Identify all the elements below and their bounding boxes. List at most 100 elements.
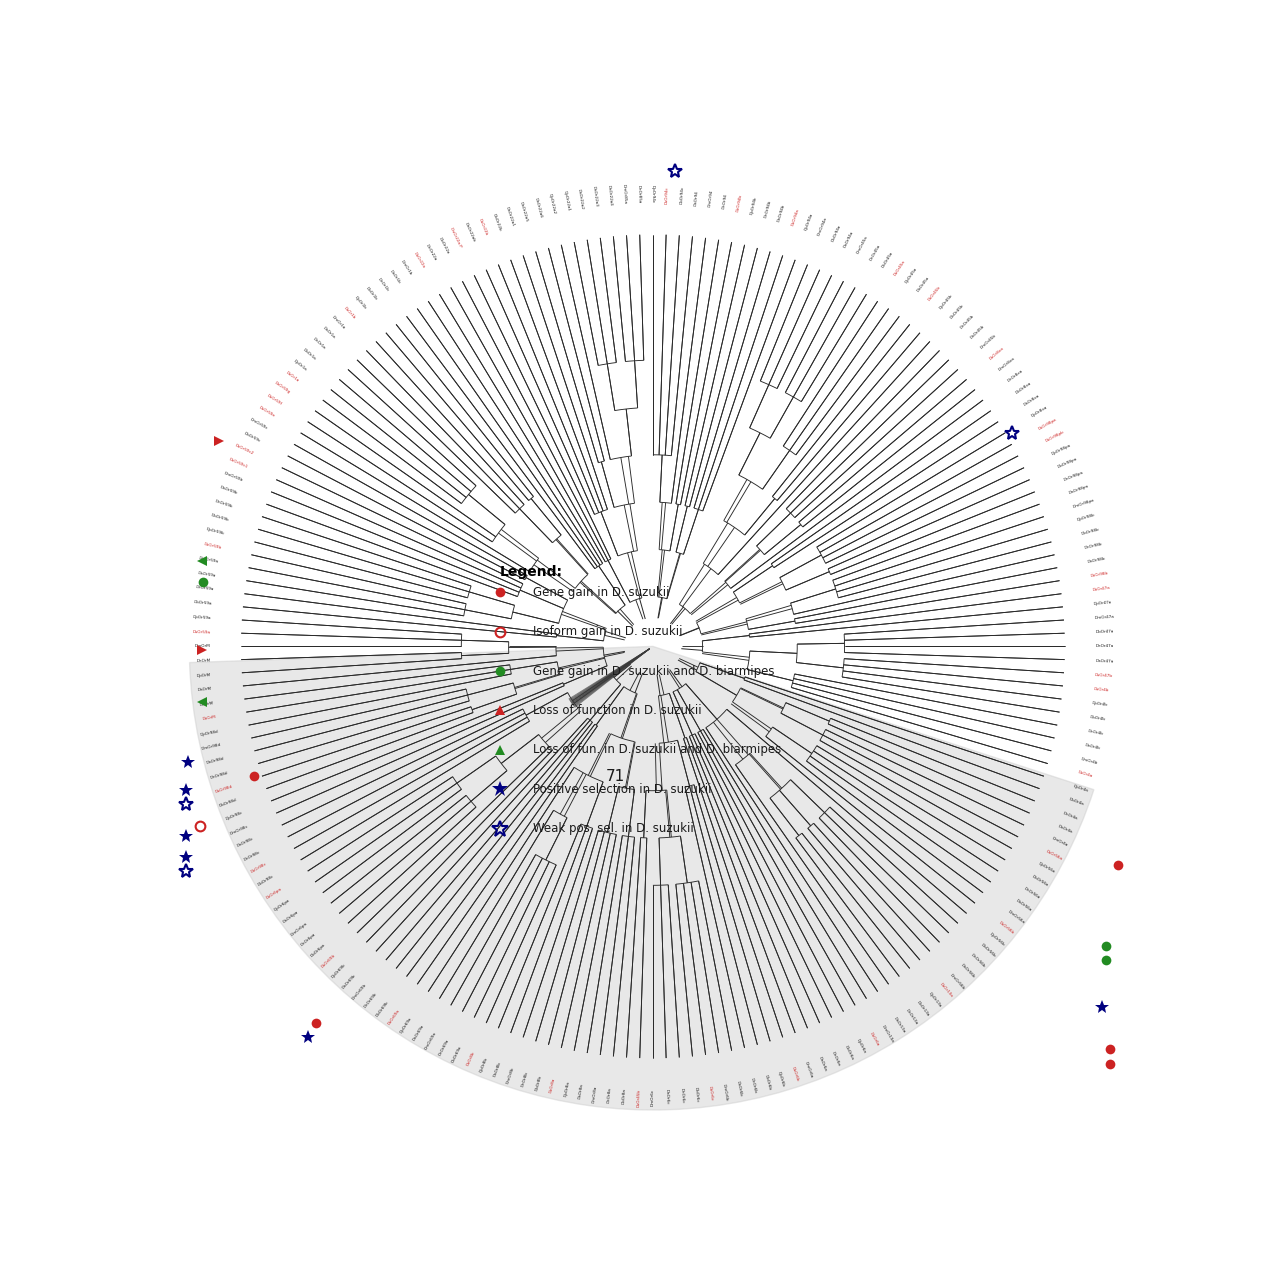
- Text: DaOr8xa: DaOr8xa: [1023, 393, 1041, 407]
- Text: DaOr94a: DaOr94a: [843, 230, 855, 248]
- Text: DeOr47a: DeOr47a: [1096, 644, 1113, 649]
- Text: DpOrM: DpOrM: [196, 673, 211, 677]
- Text: DaOr98d: DaOr98d: [206, 756, 225, 765]
- Text: DsOr69b: DsOr69b: [320, 954, 336, 969]
- Text: DbOr56b: DbOr56b: [980, 942, 996, 959]
- Text: DaOr69b: DaOr69b: [341, 973, 357, 989]
- Text: DpOr94c: DpOr94c: [651, 186, 655, 204]
- Text: DsOr6c: DsOr6c: [707, 1085, 713, 1101]
- Text: DpOr1a: DpOr1a: [293, 358, 308, 371]
- Text: DaOr22a4: DaOr22a4: [606, 184, 613, 206]
- Text: DbOr8xa: DbOr8xa: [1015, 381, 1032, 394]
- Text: DeOr4b: DeOr4b: [1087, 730, 1103, 736]
- Text: DbOr59b: DbOr59b: [210, 513, 229, 522]
- Text: DmOr45a: DmOr45a: [856, 236, 869, 255]
- Text: DpOr59a: DpOr59a: [192, 614, 211, 620]
- Text: DsOr59c2: DsOr59c2: [234, 444, 255, 456]
- Text: DpOr59b: DpOr59b: [206, 527, 225, 536]
- Text: DsOr59e: DsOr59e: [257, 406, 275, 419]
- Text: DmOr8xa: DmOr8xa: [998, 356, 1015, 371]
- Text: DbOr13a: DbOr13a: [916, 1000, 930, 1018]
- Text: DmOr85a: DmOr85a: [622, 184, 627, 205]
- Text: DaOr8b: DaOr8b: [493, 1061, 502, 1078]
- Text: DsOr98pa: DsOr98pa: [1038, 417, 1057, 431]
- Text: DbOr45a: DbOr45a: [880, 251, 894, 269]
- Text: DmOr6b: DmOr6b: [721, 1083, 729, 1101]
- Text: DpOr69a: DpOr69a: [400, 1016, 413, 1034]
- Text: DeOr56a: DeOr56a: [1023, 886, 1041, 900]
- Text: DmOr56a: DmOr56a: [1006, 910, 1026, 925]
- Text: DsOr6b: DsOr6b: [791, 1066, 799, 1082]
- Text: DpOr45b: DpOr45b: [939, 293, 953, 311]
- Text: DbOr4a: DbOr4a: [1068, 797, 1084, 806]
- Text: DbOr59c: DbOr59c: [243, 431, 261, 443]
- Text: DmOr1b: DmOr1b: [400, 260, 413, 276]
- Text: DaOr56b: DaOr56b: [959, 963, 976, 979]
- Text: DmOr98d: DmOr98d: [201, 742, 222, 751]
- Text: DaOr22a3: DaOr22a3: [591, 186, 599, 207]
- Text: DmOr56b: DmOr56b: [949, 973, 966, 991]
- Text: DeOr69b: DeOr69b: [363, 992, 378, 1009]
- Text: DeOr8b: DeOr8b: [521, 1070, 529, 1087]
- Text: Isoform gain in D. suzukii: Isoform gain in D. suzukii: [533, 625, 682, 639]
- Text: Loss of fun. in D. suzukii and D. biarmipes: Loss of fun. in D. suzukii and D. biarmi…: [533, 744, 781, 756]
- Text: DmOr6c: DmOr6c: [651, 1089, 655, 1106]
- Text: DeOr6c: DeOr6c: [679, 1088, 684, 1105]
- Text: DaOr4a: DaOr4a: [1057, 824, 1073, 833]
- Text: DpOr69b: DpOr69b: [330, 963, 347, 979]
- Text: DeOr8a: DeOr8a: [606, 1087, 613, 1103]
- Text: DpOr98c: DpOr98c: [224, 810, 243, 822]
- Text: DaOr45b: DaOr45b: [970, 324, 986, 339]
- Text: DmOr4b: DmOr4b: [1080, 756, 1098, 765]
- Text: DsOr59c1: DsOr59c1: [228, 457, 248, 468]
- Text: Gene gain in D. suzukii and D. biarmipes: Gene gain in D. suzukii and D. biarmipes: [533, 664, 775, 677]
- Text: DbOr6a: DbOr6a: [843, 1044, 854, 1061]
- Text: DbOr56a: DbOr56a: [1031, 874, 1049, 887]
- Text: DmOr59b: DmOr59b: [223, 471, 243, 483]
- Text: DeOr98d: DeOr98d: [210, 771, 229, 780]
- Text: DmOr98c: DmOr98c: [229, 824, 248, 836]
- Text: DsOr22a: DsOr22a: [413, 251, 426, 269]
- Text: DeOrM: DeOrM: [196, 659, 210, 663]
- Text: DeOr1a: DeOr1a: [312, 337, 326, 351]
- Text: DpOr98b: DpOr98b: [1077, 513, 1096, 522]
- Text: DeOr59a: DeOr59a: [195, 585, 214, 591]
- Text: DeOr6a: DeOr6a: [831, 1051, 841, 1066]
- Text: DsOrM: DsOrM: [201, 716, 217, 721]
- Text: DpOr13a: DpOr13a: [927, 992, 941, 1009]
- Text: DeOr69a: DeOr69a: [438, 1038, 450, 1056]
- Text: DpOr8b: DpOr8b: [479, 1056, 488, 1073]
- Text: DeOr85a: DeOr85a: [636, 186, 641, 204]
- Text: DsOr69a: DsOr69a: [387, 1009, 401, 1025]
- Text: DaOr6pa: DaOr6pa: [282, 910, 299, 924]
- Text: DsOr56a: DsOr56a: [1045, 850, 1063, 861]
- Text: Legend:: Legend:: [501, 566, 563, 580]
- Text: DpOr56a: DpOr56a: [1038, 861, 1056, 874]
- Text: DmOr1a: DmOr1a: [331, 315, 347, 330]
- Text: DpOr56b: DpOr56b: [989, 932, 1005, 947]
- Text: DbOr47a: DbOr47a: [1096, 630, 1113, 634]
- Text: DmOr6pa: DmOr6pa: [289, 922, 308, 937]
- Text: DsOr56b: DsOr56b: [998, 922, 1014, 936]
- Text: DpOr98pa: DpOr98pa: [1051, 443, 1071, 456]
- Text: DmOr47a: DmOr47a: [1094, 614, 1115, 620]
- Text: DeOr6pa: DeOr6pa: [301, 932, 317, 947]
- Text: DsOr47a: DsOr47a: [1092, 585, 1110, 591]
- Text: DeOr8xa: DeOr8xa: [1006, 369, 1024, 383]
- Text: DmOr6a: DmOr6a: [804, 1061, 814, 1079]
- Text: DmOr69b: DmOr69b: [352, 982, 367, 1000]
- Text: DpOr6b: DpOr6b: [777, 1070, 785, 1087]
- Text: DaOr13a: DaOr13a: [893, 1016, 906, 1034]
- Text: DeOr94b: DeOr94b: [763, 200, 772, 219]
- Text: DmOr59a: DmOr59a: [199, 556, 219, 563]
- Text: DpOr6pa: DpOr6pa: [274, 899, 290, 913]
- Text: DpOr47a: DpOr47a: [1093, 600, 1112, 605]
- Text: DeOr13a: DeOr13a: [905, 1009, 919, 1025]
- Text: DaOr98b: DaOr98b: [1087, 557, 1106, 563]
- Text: DaOr59a: DaOr59a: [197, 571, 217, 577]
- Text: DbOr98c: DbOr98c: [257, 874, 275, 887]
- Text: DaOrM: DaOrM: [197, 687, 213, 692]
- Text: DbOr98pa: DbOr98pa: [1057, 457, 1078, 468]
- Text: DpOr6a: DpOr6a: [856, 1038, 866, 1055]
- Text: DmOr45b: DmOr45b: [980, 334, 998, 351]
